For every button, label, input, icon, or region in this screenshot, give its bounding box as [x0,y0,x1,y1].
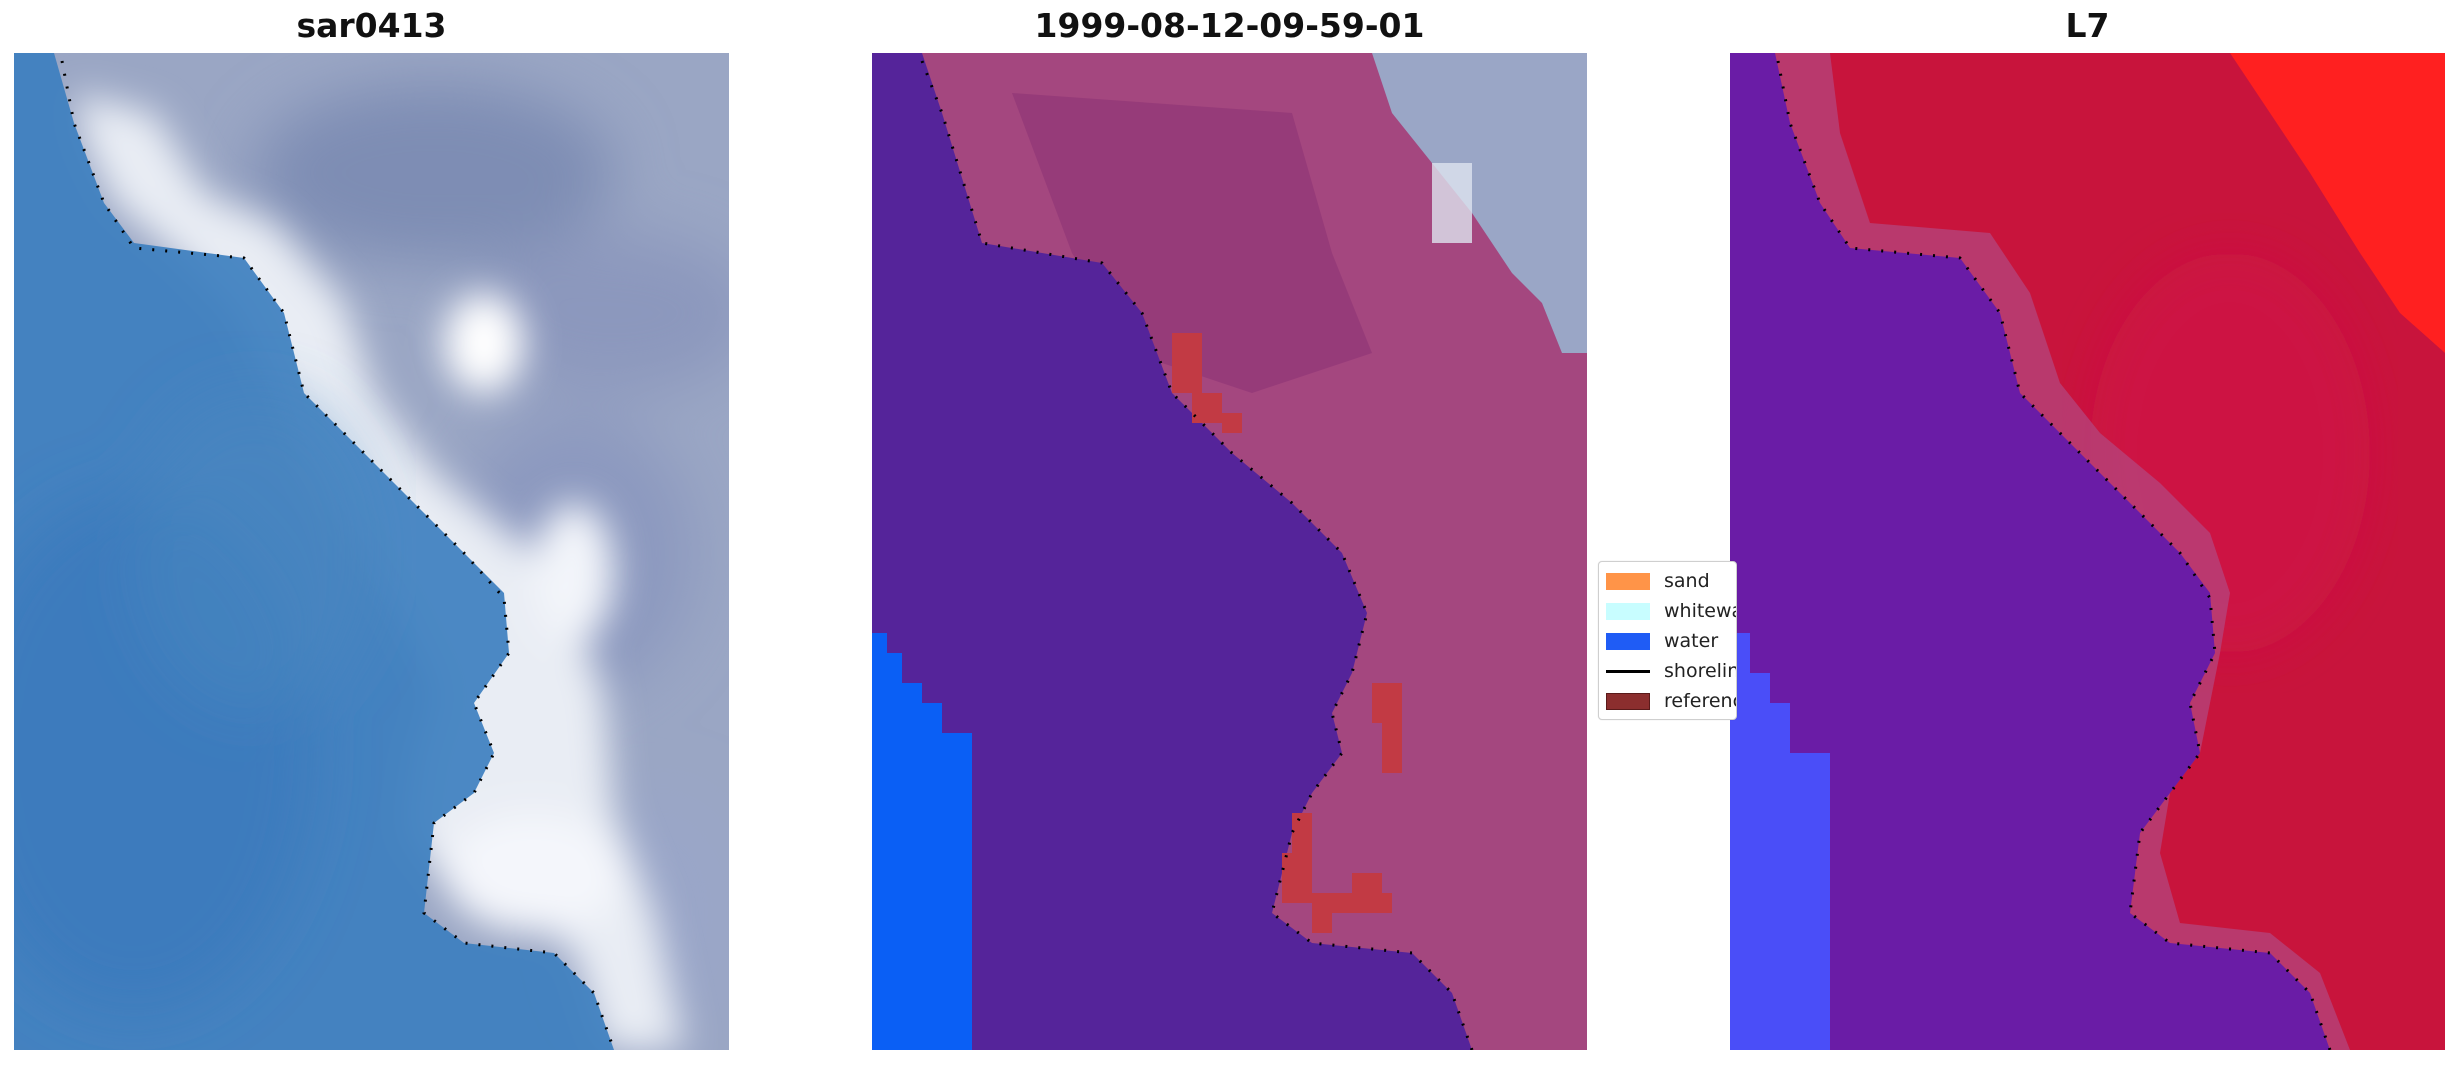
whitewater-swatch-icon [1606,602,1650,620]
index-water-area [1730,53,2330,1050]
rgb-image-panel [14,53,729,1050]
legend: sand whitewater water shoreline referenc… [1598,561,1737,720]
legend-label: water [1664,630,1719,652]
legend-item-water: water [1606,630,1718,652]
index-transition-band [1770,53,2350,1050]
index-bright-corner [2230,53,2445,353]
reference-shoreline-swatch-icon [1606,692,1650,710]
legend-label: sand [1664,570,1710,592]
class-deep-water [872,633,972,1050]
water-swatch-icon [1606,632,1650,650]
classified-image-panel [872,53,1587,1050]
reference-shoreline-patches [1172,333,1402,933]
legend-label: reference shoreline [1664,690,1736,712]
index-image-panel [1730,53,2445,1050]
grey-land-corner [1372,53,1587,353]
panel-title-1: sar0413 [296,6,447,45]
legend-label: shoreline [1664,660,1736,682]
legend-item-whitewater: whitewater [1606,600,1736,622]
legend-item-shoreline: shoreline [1606,660,1736,682]
panel-title-2: 1999-08-12-09-59-01 [1034,6,1425,45]
shoreline-line-icon [1606,669,1650,673]
legend-item-sand: sand [1606,570,1710,592]
panel-title-3: L7 [2065,6,2110,45]
legend-label: whitewater [1664,600,1736,622]
index-blue-area [1730,633,1830,1050]
class-water-zone [872,53,1472,1050]
legend-item-reference-shoreline: reference shoreline [1606,690,1736,712]
class-dark-land-patch [1012,93,1372,393]
sand-swatch-icon [1606,572,1650,590]
